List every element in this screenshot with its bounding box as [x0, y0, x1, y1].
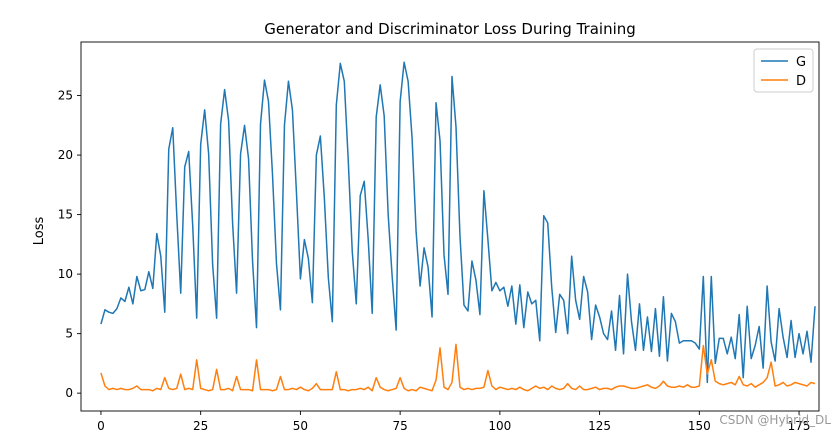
legend-box [753, 48, 814, 93]
series-layer [100, 61, 816, 392]
x-tick-label: 175 [788, 419, 811, 433]
legend-label-g: G [796, 55, 806, 70]
y-axis-ticks: 0 5 10 15 20 25 [58, 89, 81, 400]
y-tick-label: 5 [65, 327, 73, 341]
plot-area: 0 25 50 75 100 125 150 175 0 5 10 15 20 25 [58, 41, 820, 433]
y-tick-label: 20 [58, 148, 73, 162]
x-tick-label: 0 [97, 419, 105, 433]
y-axis-label: Loss [32, 217, 47, 246]
y-tick-label: 0 [65, 386, 73, 400]
watermark: CSDN @Hybrid_DL [719, 413, 831, 427]
legend: G D [753, 48, 814, 93]
series-line-g [100, 61, 816, 384]
x-tick-label: 100 [488, 419, 511, 433]
x-tick-label: 75 [392, 419, 407, 433]
legend-label-d: D [796, 74, 806, 89]
x-axis-ticks: 0 25 50 75 100 125 150 175 [97, 411, 811, 433]
series-line-d [100, 343, 816, 392]
y-tick-label: 25 [58, 89, 73, 103]
plot-frame [80, 41, 820, 412]
x-tick-label: 150 [688, 419, 711, 433]
x-tick-label: 25 [193, 419, 208, 433]
y-tick-label: 15 [58, 208, 73, 222]
chart-title: Generator and Discriminator Loss During … [264, 20, 636, 38]
x-tick-label: 50 [293, 419, 308, 433]
x-tick-label: 125 [588, 419, 611, 433]
y-tick-label: 10 [58, 267, 73, 281]
